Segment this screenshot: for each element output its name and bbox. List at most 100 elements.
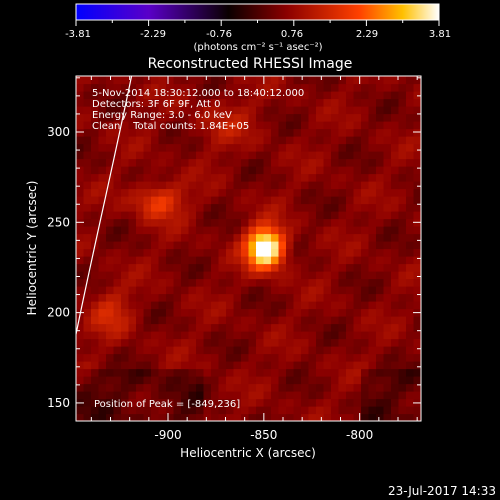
heatmap-cell bbox=[113, 158, 122, 167]
heatmap-cell bbox=[353, 248, 362, 257]
heatmap-cell bbox=[361, 286, 370, 295]
heatmap-cell bbox=[263, 323, 272, 332]
heatmap-cell bbox=[376, 293, 385, 302]
heatmap-cell bbox=[121, 128, 130, 137]
heatmap-cell bbox=[338, 226, 347, 235]
heatmap-cell bbox=[398, 196, 407, 205]
heatmap-cell bbox=[203, 338, 212, 347]
heatmap-cell bbox=[286, 338, 295, 347]
heatmap-cell bbox=[158, 271, 167, 280]
heatmap-cell bbox=[263, 413, 272, 421]
heatmap-cell bbox=[241, 113, 250, 122]
heatmap-cell bbox=[196, 406, 205, 415]
heatmap-cell bbox=[106, 271, 115, 280]
heatmap-cell bbox=[143, 346, 152, 355]
heatmap-cell bbox=[338, 323, 347, 332]
heatmap-cell bbox=[83, 301, 92, 310]
heatmap-cell bbox=[413, 301, 421, 310]
heatmap-cell bbox=[263, 203, 272, 212]
heatmap-cell bbox=[383, 316, 392, 325]
heatmap-cell bbox=[136, 316, 145, 325]
heatmap-cell bbox=[383, 203, 392, 212]
heatmap-cell bbox=[248, 196, 257, 205]
heatmap-cell bbox=[121, 353, 130, 362]
heatmap-cell bbox=[211, 106, 220, 115]
heatmap-cell bbox=[353, 368, 362, 377]
heatmap-cell bbox=[203, 301, 212, 310]
heatmap-cell bbox=[121, 166, 130, 175]
heatmap-cell bbox=[293, 158, 302, 167]
heatmap-cell bbox=[128, 136, 137, 145]
heatmap-cell bbox=[121, 316, 130, 325]
heatmap-cell bbox=[203, 136, 212, 145]
heatmap-cell bbox=[181, 331, 190, 340]
heatmap-cell bbox=[353, 76, 362, 85]
heatmap-cell bbox=[308, 218, 317, 227]
heatmap-cell bbox=[368, 346, 377, 355]
heatmap-cell bbox=[346, 368, 355, 377]
heatmap-cell bbox=[391, 368, 400, 377]
heatmap-cell bbox=[76, 203, 85, 212]
heatmap-cell bbox=[338, 278, 347, 287]
heatmap-cell bbox=[271, 413, 280, 421]
heatmap-cell bbox=[76, 331, 85, 340]
heatmap-cell bbox=[203, 76, 212, 85]
heatmap-cell bbox=[158, 233, 167, 242]
heatmap-cell bbox=[188, 166, 197, 175]
heatmap-cell bbox=[391, 218, 400, 227]
heatmap-cell bbox=[256, 346, 265, 355]
heatmap-cell bbox=[226, 113, 235, 122]
heatmap-cell bbox=[391, 166, 400, 175]
heatmap-cell bbox=[271, 368, 280, 377]
heatmap-cell bbox=[218, 361, 227, 370]
heatmap-cell bbox=[151, 338, 160, 347]
heatmap-cell bbox=[218, 331, 227, 340]
heatmap-cell bbox=[391, 173, 400, 182]
heatmap-cell bbox=[136, 128, 145, 137]
heatmap-cell bbox=[76, 106, 85, 115]
heatmap-cell bbox=[181, 286, 190, 295]
heatmap-cell bbox=[143, 338, 152, 347]
heatmap-cell bbox=[368, 203, 377, 212]
heatmap-cell bbox=[143, 128, 152, 137]
heatmap-cell bbox=[241, 293, 250, 302]
heatmap-cell bbox=[203, 286, 212, 295]
heatmap-cell bbox=[271, 226, 280, 235]
heatmap-cell bbox=[113, 263, 122, 272]
heatmap-cell bbox=[188, 338, 197, 347]
heatmap-cell bbox=[76, 256, 85, 265]
heatmap-cell bbox=[158, 226, 167, 235]
heatmap-cell bbox=[233, 293, 242, 302]
heatmap-cell bbox=[383, 413, 392, 421]
heatmap-cell bbox=[181, 211, 190, 220]
heatmap-cell bbox=[316, 173, 325, 182]
heatmap-cell bbox=[188, 301, 197, 310]
heatmap-cell bbox=[121, 398, 130, 407]
heatmap-cell bbox=[106, 391, 115, 400]
heatmap-cell bbox=[98, 301, 107, 310]
heatmap-cell bbox=[241, 383, 250, 392]
heatmap-cell bbox=[211, 158, 220, 167]
heatmap-cell bbox=[173, 271, 182, 280]
heatmap-cell bbox=[271, 278, 280, 287]
heatmap-cell bbox=[293, 166, 302, 175]
heatmap-cell bbox=[308, 233, 317, 242]
heatmap-cell bbox=[323, 398, 332, 407]
heatmap-cell bbox=[323, 143, 332, 152]
heatmap-cell bbox=[376, 338, 385, 347]
heatmap-cell bbox=[91, 361, 100, 370]
heatmap-cell bbox=[406, 278, 415, 287]
heatmap-cell bbox=[248, 263, 257, 272]
heatmap-cell bbox=[353, 196, 362, 205]
heatmap-cell bbox=[151, 331, 160, 340]
heatmap-cell bbox=[376, 136, 385, 145]
heatmap-cell bbox=[323, 383, 332, 392]
heatmap-cell bbox=[76, 233, 85, 242]
heatmap-cell bbox=[323, 338, 332, 347]
heatmap-cell bbox=[218, 98, 227, 107]
heatmap-cell bbox=[91, 278, 100, 287]
heatmap-cell bbox=[308, 98, 317, 107]
heatmap-cell bbox=[113, 188, 122, 197]
heatmap-cell bbox=[91, 128, 100, 137]
heatmap-cell bbox=[308, 173, 317, 182]
